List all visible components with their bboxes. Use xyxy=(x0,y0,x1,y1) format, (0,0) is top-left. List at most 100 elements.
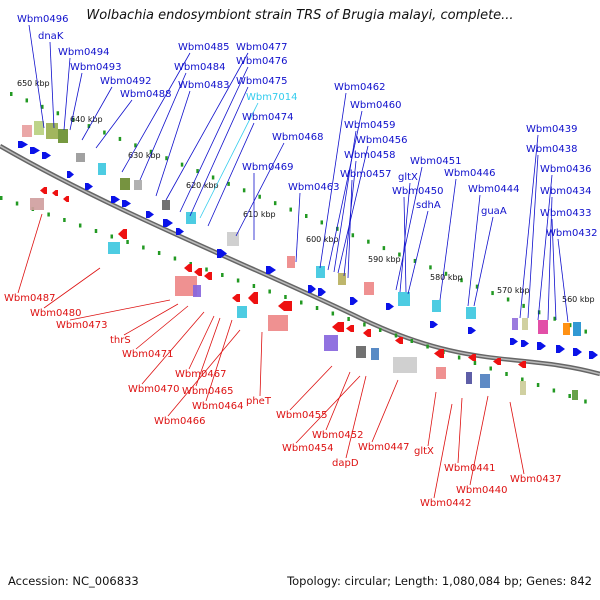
gene-box xyxy=(175,276,197,296)
inner-track-tick xyxy=(268,289,271,294)
forward-gene-leader xyxy=(235,142,285,237)
reverse-gene-arrow xyxy=(395,337,403,344)
reverse-gene-label-wbm0467: Wbm0467 xyxy=(175,369,226,380)
outer-track-tick xyxy=(180,162,184,167)
inner-track-tick xyxy=(315,306,319,310)
reverse-gene-arrow xyxy=(40,187,47,194)
gene-box xyxy=(572,390,578,400)
forward-gene-leader xyxy=(155,90,191,197)
forward-gene-label-wbm0492: Wbm0492 xyxy=(100,76,151,87)
forward-gene-leader xyxy=(557,238,569,323)
gene-box xyxy=(573,322,581,336)
forward-gene-label-wbm0451: Wbm0451 xyxy=(410,156,461,167)
reverse-gene-arrow xyxy=(184,264,192,272)
gene-box xyxy=(30,198,44,210)
forward-gene-arrow xyxy=(556,345,565,353)
gene-box xyxy=(512,318,518,330)
reverse-gene-leader xyxy=(469,395,489,486)
outer-track-tick xyxy=(289,207,292,212)
forward-gene-label-wbm0476: Wbm0476 xyxy=(236,56,287,67)
forward-gene-arrow xyxy=(350,297,358,305)
forward-gene-arrow xyxy=(85,183,93,190)
inner-track-tick xyxy=(126,240,129,244)
forward-gene-label-wbm0485: Wbm0485 xyxy=(178,42,229,53)
forward-gene-arrow xyxy=(217,249,227,258)
forward-gene-label-wbm0456: Wbm0456 xyxy=(356,135,407,146)
forward-gene-label-wbm0477: Wbm0477 xyxy=(236,42,287,53)
forward-gene-leader xyxy=(467,194,481,307)
outer-track-tick xyxy=(242,188,246,193)
reverse-gene-arrow xyxy=(232,294,240,302)
forward-gene-leader xyxy=(537,174,553,321)
reverse-gene-label-wbm0465: Wbm0465 xyxy=(182,386,233,397)
map-title: Wolbachia endosymbiont strain TRS of Bru… xyxy=(86,8,514,23)
forward-gene-leader xyxy=(347,179,353,279)
forward-gene-leader xyxy=(165,52,249,201)
forward-gene-arrow xyxy=(266,266,276,274)
inner-track-tick xyxy=(78,223,82,228)
reverse-gene-label-wbm0440: Wbm0440 xyxy=(456,485,507,496)
reverse-gene-leader xyxy=(195,317,221,387)
forward-gene-leader xyxy=(547,196,553,321)
scale-label-640-kbp: 640 kbp xyxy=(70,115,103,124)
gene-box xyxy=(563,323,570,335)
outer-track-tick xyxy=(351,233,355,238)
forward-gene-label-wbm0494: Wbm0494 xyxy=(58,47,109,58)
gene-box xyxy=(356,346,366,358)
reverse-gene-label-wbm0447: Wbm0447 xyxy=(358,442,409,453)
inner-track-tick xyxy=(110,234,114,239)
gene-box xyxy=(538,320,548,334)
forward-gene-leader xyxy=(28,24,45,129)
inner-track-tick xyxy=(142,245,145,250)
outer-track-tick xyxy=(568,323,572,328)
reverse-gene-label-wbm0455: Wbm0455 xyxy=(276,410,327,421)
outer-track-tick xyxy=(475,284,479,289)
forward-gene-label-sdha: sdhA xyxy=(416,200,441,211)
inner-track-tick xyxy=(63,218,66,222)
outer-track-tick xyxy=(305,214,308,218)
reverse-gene-label-wbm0480: Wbm0480 xyxy=(30,308,81,319)
reverse-gene-label-dapd: dapD xyxy=(332,458,359,469)
gene-box xyxy=(237,306,247,318)
forward-gene-leader xyxy=(179,66,249,213)
outer-track-tick xyxy=(227,181,230,186)
forward-gene-label-dnak: dnaK xyxy=(38,31,64,42)
forward-gene-arrow xyxy=(122,200,131,207)
scale-label-570-kbp: 570 kbp xyxy=(497,286,530,295)
forward-gene-label-wbm0439: Wbm0439 xyxy=(526,124,577,135)
forward-gene-leader xyxy=(551,218,557,321)
reverse-gene-leader xyxy=(289,365,333,411)
reverse-gene-label-wbm0452: Wbm0452 xyxy=(312,430,363,441)
outer-track-tick xyxy=(460,278,463,283)
forward-gene-leader xyxy=(63,57,71,131)
reverse-gene-arrow xyxy=(63,196,69,202)
reverse-gene-leader xyxy=(69,299,171,321)
forward-gene-label-wbm0432: Wbm0432 xyxy=(546,228,597,239)
reverse-gene-arrow xyxy=(52,190,58,196)
forward-gene-label-wbm0469: Wbm0469 xyxy=(242,162,293,173)
inner-track-tick xyxy=(552,388,556,393)
forward-gene-leader xyxy=(395,166,423,291)
forward-gene-label-wbm0433: Wbm0433 xyxy=(540,208,591,219)
forward-gene-label-wbm0484: Wbm0484 xyxy=(174,62,225,73)
forward-gene-arrow xyxy=(537,342,546,350)
reverse-gene-arrow xyxy=(434,349,444,358)
gene-box xyxy=(466,372,472,384)
forward-gene-label-wbm0475: Wbm0475 xyxy=(236,76,287,87)
gene-box xyxy=(432,300,441,312)
forward-gene-arrow xyxy=(430,321,438,328)
outer-track-tick xyxy=(10,92,13,96)
reverse-gene-leader xyxy=(188,315,215,370)
reverse-gene-label-gltx: gltX xyxy=(414,446,434,457)
outer-track-tick xyxy=(41,104,44,109)
forward-gene-label-wbm0438: Wbm0438 xyxy=(526,144,577,155)
forward-gene-leader xyxy=(527,154,539,319)
forward-gene-label-wbm0462: Wbm0462 xyxy=(334,82,385,93)
reverse-gene-leader xyxy=(135,305,189,350)
reverse-gene-label-wbm0454: Wbm0454 xyxy=(282,443,333,454)
inner-track-tick xyxy=(221,273,224,277)
forward-gene-arrow xyxy=(521,340,529,347)
outer-track-tick xyxy=(336,226,339,231)
forward-gene-leader xyxy=(327,110,363,271)
inner-track-tick xyxy=(0,196,3,200)
